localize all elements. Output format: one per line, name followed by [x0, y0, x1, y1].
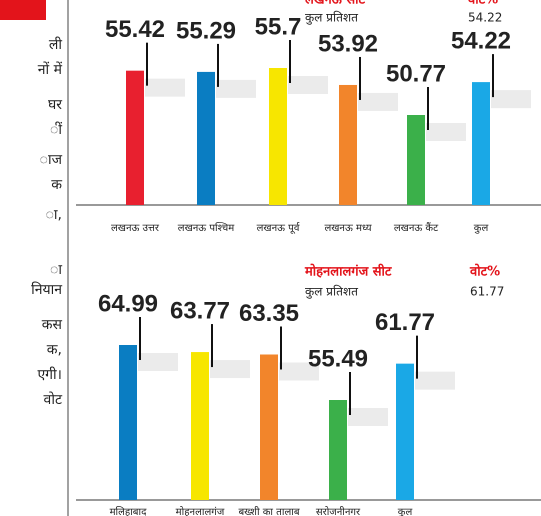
bar-shadow	[216, 79, 256, 98]
bar	[339, 84, 357, 205]
bar-shadow	[288, 76, 328, 94]
side-text: ा	[50, 262, 62, 278]
side-text: कस	[42, 317, 63, 333]
bar-shadow	[358, 92, 398, 111]
value-label: 63.35	[239, 300, 299, 327]
value-label: 61.77	[375, 309, 435, 336]
side-text: वोट	[44, 391, 63, 408]
chart-title: लखनऊ सीट	[304, 0, 366, 8]
value-header: वोट%	[467, 0, 498, 8]
side-text: घर	[48, 97, 62, 113]
category-label: लखनऊ पूर्व	[257, 222, 301, 234]
side-text: नों में	[38, 61, 63, 78]
subtitle: कुल प्रतिशत	[305, 11, 359, 26]
bar-shadow	[415, 371, 455, 390]
bar	[407, 115, 425, 205]
value-label: 55.42	[105, 16, 165, 43]
chart-title: मोहनलालगंज सीट	[304, 264, 392, 280]
side-text: ली	[49, 36, 62, 53]
bar-shadow	[491, 90, 531, 109]
total: 61.77	[470, 285, 504, 299]
category-label: कुल	[398, 507, 413, 516]
category-label: लखनऊ मध्य	[324, 223, 371, 234]
bar	[329, 400, 347, 500]
category-label: सरोजनीनगर	[316, 506, 361, 516]
value-label: 55.29	[176, 17, 236, 44]
bar-shadow	[145, 78, 185, 97]
category-label: कुल	[474, 223, 489, 234]
subtitle: कुल प्रतिशत	[305, 285, 359, 300]
category-label: मोहनलालगंज	[176, 506, 225, 516]
bar-shadow	[138, 353, 178, 371]
value-header: वोट%	[469, 264, 500, 280]
side-text: क	[51, 177, 62, 193]
value-label: 53.92	[318, 30, 378, 57]
side-text: ीं	[50, 121, 62, 138]
bar-shadow	[279, 362, 319, 381]
bar	[260, 354, 278, 500]
category-label: लखनऊ पश्चिम	[178, 222, 235, 234]
value-label: 55.7	[255, 13, 302, 40]
tag-box	[0, 0, 46, 20]
category-label: मलिहाबाद	[110, 506, 148, 516]
side-text: एगी।	[37, 366, 62, 383]
value-label: 55.49	[308, 345, 368, 372]
side-text: नियान	[31, 281, 62, 298]
category-label: लखनऊ कैंट	[394, 222, 439, 234]
bar	[197, 71, 215, 205]
value-label: 54.22	[451, 27, 511, 54]
value-label: 64.99	[98, 290, 158, 317]
category-label: बख्शी का तालाब	[238, 506, 299, 516]
bar	[472, 82, 490, 205]
side-text: क,	[47, 342, 62, 358]
value-label: 50.77	[386, 60, 446, 87]
side-text: ा,	[46, 207, 62, 223]
bar	[396, 363, 414, 500]
bar	[191, 352, 209, 500]
bar	[126, 70, 144, 205]
value-label: 63.77	[170, 297, 230, 324]
bar-shadow	[348, 408, 388, 426]
side-text: ाज	[40, 152, 63, 168]
category-label: लखनऊ उत्तर	[111, 223, 160, 234]
bar	[119, 345, 137, 500]
bar	[269, 68, 287, 205]
total: 54.22	[468, 11, 502, 25]
bar-shadow	[426, 123, 466, 141]
bar-shadow	[210, 360, 250, 379]
